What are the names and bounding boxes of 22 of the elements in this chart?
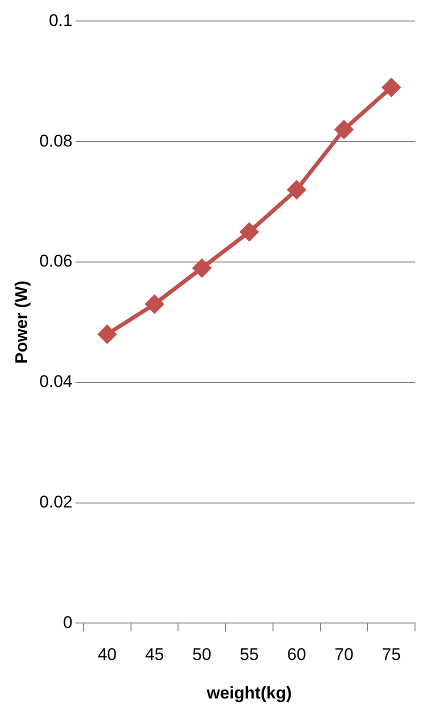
point bbox=[98, 325, 116, 344]
point bbox=[288, 180, 306, 199]
y-axis-title: Power (W) bbox=[12, 280, 31, 364]
x-axis-title: weight(kg) bbox=[206, 683, 292, 702]
x-tick-label: 70 bbox=[334, 645, 354, 664]
point bbox=[334, 120, 353, 139]
x-tick-label: 50 bbox=[192, 645, 212, 664]
y-tick-label: 0.02 bbox=[39, 492, 72, 512]
point bbox=[382, 78, 400, 96]
y-tick-label: 0.06 bbox=[39, 252, 72, 271]
point bbox=[146, 295, 164, 314]
x-tick-label: 55 bbox=[240, 645, 259, 664]
point bbox=[240, 222, 258, 241]
x-tick-label: 40 bbox=[98, 645, 117, 664]
y-tick-label: 0.04 bbox=[39, 372, 72, 392]
y-tick-label: 0.1 bbox=[48, 10, 72, 30]
x-tick-label: 60 bbox=[287, 645, 306, 664]
y-tick-label: 0.08 bbox=[39, 131, 72, 150]
x-tick-label: 45 bbox=[145, 645, 164, 664]
y-tick-label: 0 bbox=[63, 612, 72, 632]
x-tick-label: 75 bbox=[382, 645, 401, 664]
point bbox=[192, 259, 211, 278]
